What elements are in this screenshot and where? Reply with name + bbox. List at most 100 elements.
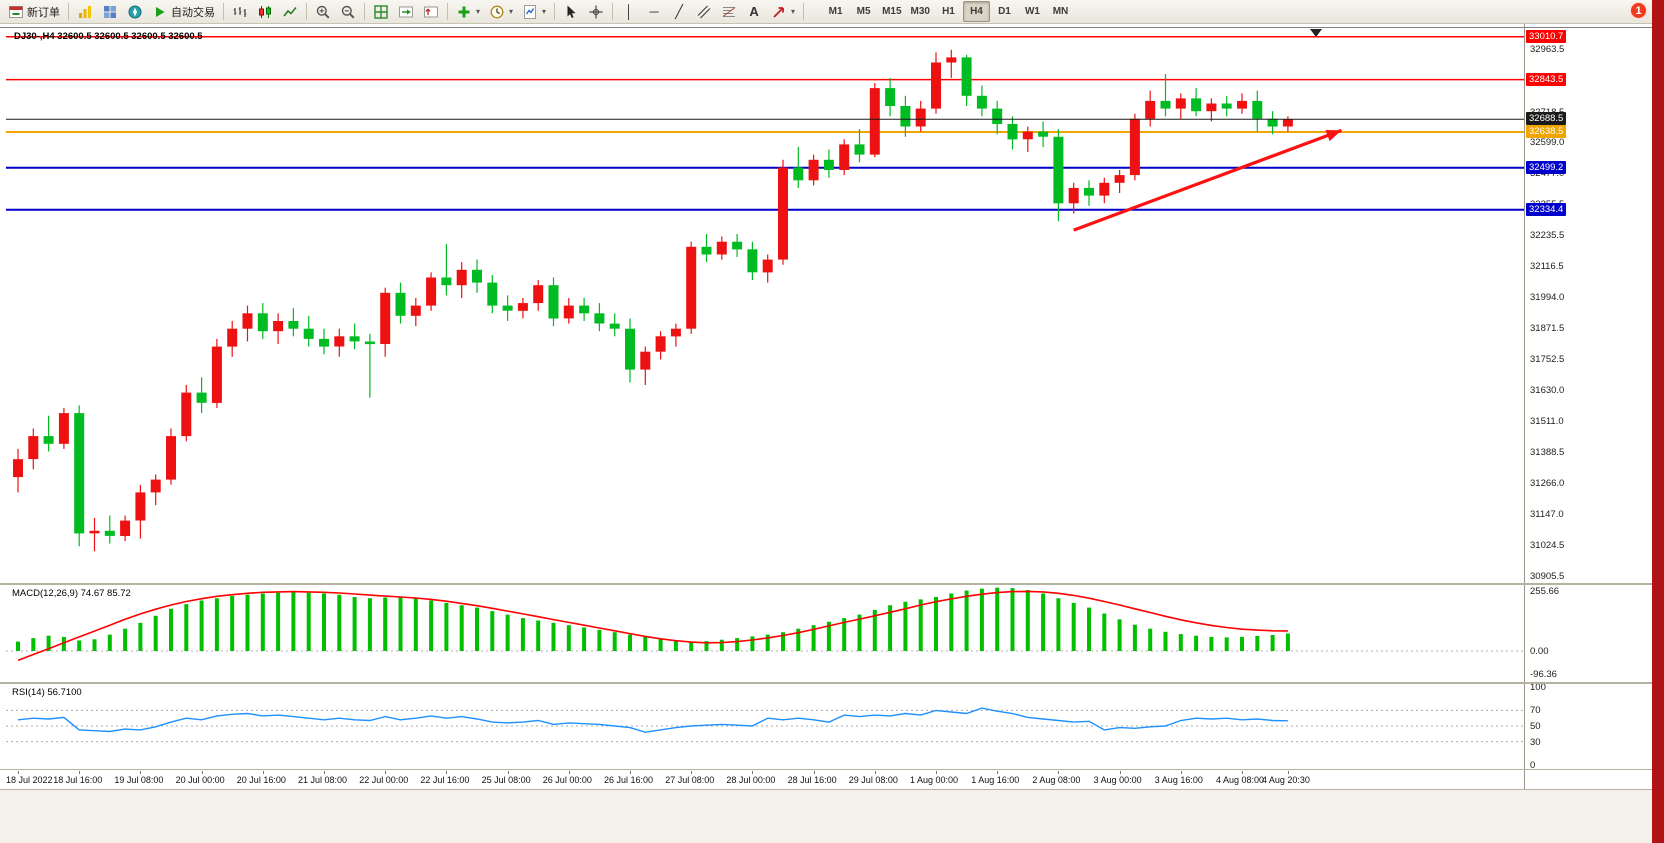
- timeframe-button-h1[interactable]: H1: [935, 1, 962, 22]
- timeframe-button-d1[interactable]: D1: [991, 1, 1018, 22]
- time-axis-label: 20 Jul 00:00: [175, 775, 225, 785]
- horizontal-line-button[interactable]: ─: [642, 1, 666, 22]
- price-line-tag[interactable]: 33010.7: [1526, 29, 1567, 43]
- main-chart[interactable]: [6, 28, 1524, 582]
- time-axis-tick: [813, 771, 815, 774]
- candle-body: [227, 328, 238, 347]
- new-chart-button[interactable]: [73, 1, 97, 22]
- price-line-tag[interactable]: 32638.5: [1526, 125, 1567, 138]
- annotation-arrow[interactable]: [1073, 128, 1343, 232]
- text-tool-icon: A: [749, 3, 759, 19]
- horizontal-line-icon: ─: [649, 3, 659, 19]
- templates-button[interactable]: ▾: [518, 1, 550, 22]
- price-line-tag[interactable]: 32688.5: [1526, 112, 1567, 126]
- candle-body: [931, 62, 941, 109]
- price-axis-label: 31024.5: [1530, 540, 1565, 551]
- time-axis-border: [0, 769, 1652, 770]
- auto-trading-button[interactable]: 自动交易: [148, 1, 219, 22]
- line-chart-icon: [283, 6, 297, 16]
- candle-body: [732, 241, 743, 250]
- time-axis-label: 26 Jul 16:00: [604, 775, 654, 785]
- fibonacci-button[interactable]: [717, 1, 741, 22]
- candle-body: [441, 277, 452, 286]
- cursor-button[interactable]: [559, 1, 583, 22]
- text-button[interactable]: A: [742, 1, 766, 22]
- macd-axis-label: -96.36: [1530, 668, 1557, 680]
- time-axis-label: 19 Jul 08:00: [114, 775, 164, 785]
- new-order-button[interactable]: 新订单: [4, 1, 64, 22]
- panel-separator[interactable]: [0, 682, 1652, 684]
- candle-body: [273, 321, 284, 332]
- panel-separator[interactable]: [0, 583, 1652, 585]
- auto-scroll-icon: [399, 6, 413, 17]
- notification-badge[interactable]: 1: [1630, 2, 1647, 19]
- time-axis-label: 28 Jul 00:00: [726, 775, 776, 785]
- zoom-out-button[interactable]: [336, 1, 360, 22]
- candle-body: [1145, 100, 1156, 119]
- time-axis-tick: [568, 771, 570, 774]
- vertical-line-button[interactable]: │: [617, 1, 641, 22]
- toolbar-separator: [223, 3, 224, 20]
- price-axis-label: 32963.5: [1530, 43, 1565, 55]
- candle-body: [303, 328, 314, 339]
- candle-body: [992, 108, 1003, 124]
- arrows-button[interactable]: ▾: [767, 1, 799, 22]
- price-line-tag[interactable]: 32334.4: [1526, 202, 1567, 216]
- candle-body: [334, 336, 345, 347]
- periods-button[interactable]: ▾: [485, 1, 517, 22]
- timeframe-button-w1[interactable]: W1: [1019, 1, 1046, 22]
- macd-axis-label: 0.00: [1530, 646, 1549, 657]
- rsi-line: [17, 707, 1288, 733]
- chart-shift-button[interactable]: [419, 1, 443, 22]
- cursor-icon: [567, 5, 576, 18]
- candle-body: [472, 269, 482, 283]
- time-axis[interactable]: 18 Jul 2022 18 Jul 16:00 19 Jul 08:00 20 Ju…: [6, 771, 1524, 789]
- new-chart-icon: [79, 5, 91, 18]
- channel-button[interactable]: [692, 1, 716, 22]
- macd-panel[interactable]: [6, 585, 1524, 681]
- crosshair-button[interactable]: [584, 1, 608, 22]
- navigator-button[interactable]: [123, 1, 147, 22]
- candle-body: [869, 88, 880, 155]
- price-line-tag[interactable]: 32499.2: [1526, 160, 1567, 174]
- candle-body: [1068, 187, 1079, 204]
- price-axis[interactable]: 32963.532718.532599.032477.032355.532235…: [1524, 24, 1652, 790]
- candle-body: [1053, 136, 1064, 204]
- time-axis-tick: [1058, 771, 1060, 774]
- timeframe-button-m15[interactable]: M15: [878, 1, 905, 22]
- candle-body: [1160, 100, 1171, 109]
- rsi-axis-label: 30: [1530, 736, 1541, 748]
- rsi-axis-label: 50: [1530, 721, 1541, 732]
- new-order-icon: [9, 5, 23, 18]
- time-axis-label: 20 Jul 16:00: [236, 775, 286, 785]
- trendline-button[interactable]: ╱: [667, 1, 691, 22]
- price-axis-label: 31388.5: [1530, 446, 1565, 458]
- candle-body: [181, 392, 192, 437]
- timeframe-button-m1[interactable]: M1: [822, 1, 849, 22]
- profiles-button[interactable]: [98, 1, 122, 22]
- line-chart-button[interactable]: [278, 1, 302, 22]
- auto-scroll-button[interactable]: [394, 1, 418, 22]
- candle-body: [319, 338, 329, 347]
- candlestick-chart-button[interactable]: [253, 1, 277, 22]
- time-axis-label: 1 Aug 16:00: [971, 775, 1020, 785]
- price-line-tag[interactable]: 32843.5: [1526, 72, 1567, 86]
- auto-trading-label: 自动交易: [171, 6, 215, 19]
- candle-body: [196, 392, 207, 403]
- time-axis-label: 25 Jul 08:00: [481, 775, 531, 785]
- candle-body: [885, 88, 896, 106]
- templates-icon: [524, 4, 537, 19]
- zoom-in-button[interactable]: [311, 1, 335, 22]
- rsi-panel[interactable]: [6, 684, 1524, 769]
- timeframe-button-m5[interactable]: M5: [850, 1, 877, 22]
- chart-shift-marker-icon[interactable]: [1310, 29, 1322, 37]
- timeframe-button-m30[interactable]: M30: [907, 1, 934, 22]
- time-axis-tick: [936, 771, 937, 774]
- candle-body: [166, 436, 176, 480]
- timeframe-button-h4[interactable]: H4: [962, 1, 990, 22]
- bar-chart-button[interactable]: [228, 1, 252, 22]
- timeframe-button-mn[interactable]: MN: [1047, 1, 1074, 22]
- tile-windows-button[interactable]: [369, 1, 393, 22]
- indicators-button[interactable]: ▾: [452, 1, 484, 22]
